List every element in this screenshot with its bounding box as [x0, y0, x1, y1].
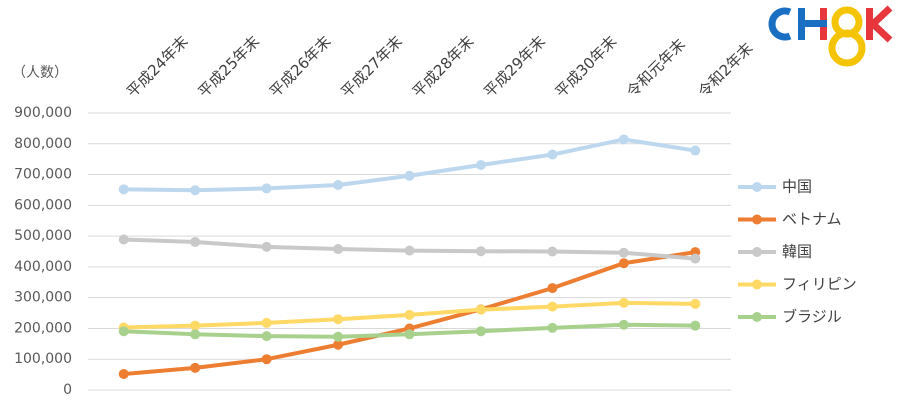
legend-key-marker — [752, 247, 762, 257]
legend-key-marker — [752, 312, 762, 322]
y-tick-label: 700,000 — [14, 167, 72, 183]
data-point — [261, 317, 272, 328]
data-point — [333, 180, 344, 191]
data-point — [404, 170, 415, 181]
y-tick-label: 100,000 — [14, 351, 72, 367]
data-point — [118, 368, 129, 379]
data-point — [118, 184, 129, 195]
data-point — [190, 236, 201, 247]
data-point — [618, 319, 629, 330]
data-point — [261, 331, 272, 342]
data-point — [404, 329, 415, 340]
y-tick-label: 0 — [63, 382, 72, 398]
data-point — [333, 244, 344, 255]
legend-label: ブラジル — [782, 308, 842, 326]
legend-key-marker — [752, 279, 762, 290]
x-tick-label: 平成24年末 — [123, 32, 192, 101]
data-point — [547, 149, 558, 160]
data-point — [333, 339, 344, 350]
data-point — [475, 246, 486, 257]
data-point — [118, 234, 129, 245]
data-point — [190, 362, 201, 373]
data-point — [618, 134, 629, 145]
y-tick-label: 900,000 — [14, 105, 72, 121]
data-point — [190, 320, 201, 331]
data-point — [404, 245, 415, 256]
x-tick-label: 平成29年末 — [480, 32, 549, 101]
x-tick-label: 平成28年末 — [409, 32, 478, 101]
data-point — [261, 183, 272, 194]
data-point — [547, 283, 558, 294]
data-point — [690, 320, 701, 331]
data-point — [118, 326, 129, 337]
y-tick-label: 200,000 — [14, 320, 72, 336]
data-point — [261, 354, 272, 365]
x-tick-label: 令和2年末 — [695, 39, 757, 101]
x-tick-label: 平成25年末 — [194, 32, 263, 101]
data-point — [618, 247, 629, 258]
legend-label: ベトナム — [782, 210, 842, 228]
data-point — [690, 298, 701, 309]
y-tick-label: 500,000 — [14, 228, 72, 244]
data-point — [333, 314, 344, 325]
legend-label: 韓国 — [782, 243, 812, 261]
legend-key-marker — [752, 182, 762, 192]
y-tick-label: 800,000 — [14, 136, 72, 152]
x-tick-label: 平成27年末 — [337, 32, 406, 101]
data-point — [475, 160, 486, 171]
data-point — [547, 322, 558, 333]
logo — [768, 5, 893, 67]
data-point — [261, 241, 272, 252]
y-axis-label: （人数） — [12, 65, 68, 81]
data-point — [547, 246, 558, 257]
x-tick-label: 平成30年末 — [552, 32, 621, 101]
legend-label: フィリピン — [782, 275, 857, 293]
x-tick-label: 平成26年末 — [266, 32, 335, 101]
data-point — [690, 253, 701, 264]
line-series — [123, 137, 696, 193]
data-point — [618, 297, 629, 308]
data-point — [618, 258, 629, 269]
y-tick-label: 300,000 — [14, 290, 72, 306]
data-point — [690, 145, 701, 156]
y-tick-label: 600,000 — [14, 197, 72, 213]
data-point — [404, 309, 415, 320]
data-point — [475, 326, 486, 337]
data-point — [547, 301, 558, 312]
y-tick-label: 400,000 — [14, 259, 72, 275]
data-point — [190, 185, 201, 196]
data-point — [190, 329, 201, 340]
data-point — [475, 304, 486, 315]
legend-label: 中国 — [782, 178, 812, 196]
data-point — [333, 331, 344, 342]
x-tick-label: 令和元年末 — [623, 35, 689, 101]
legend-key-marker — [752, 214, 762, 225]
